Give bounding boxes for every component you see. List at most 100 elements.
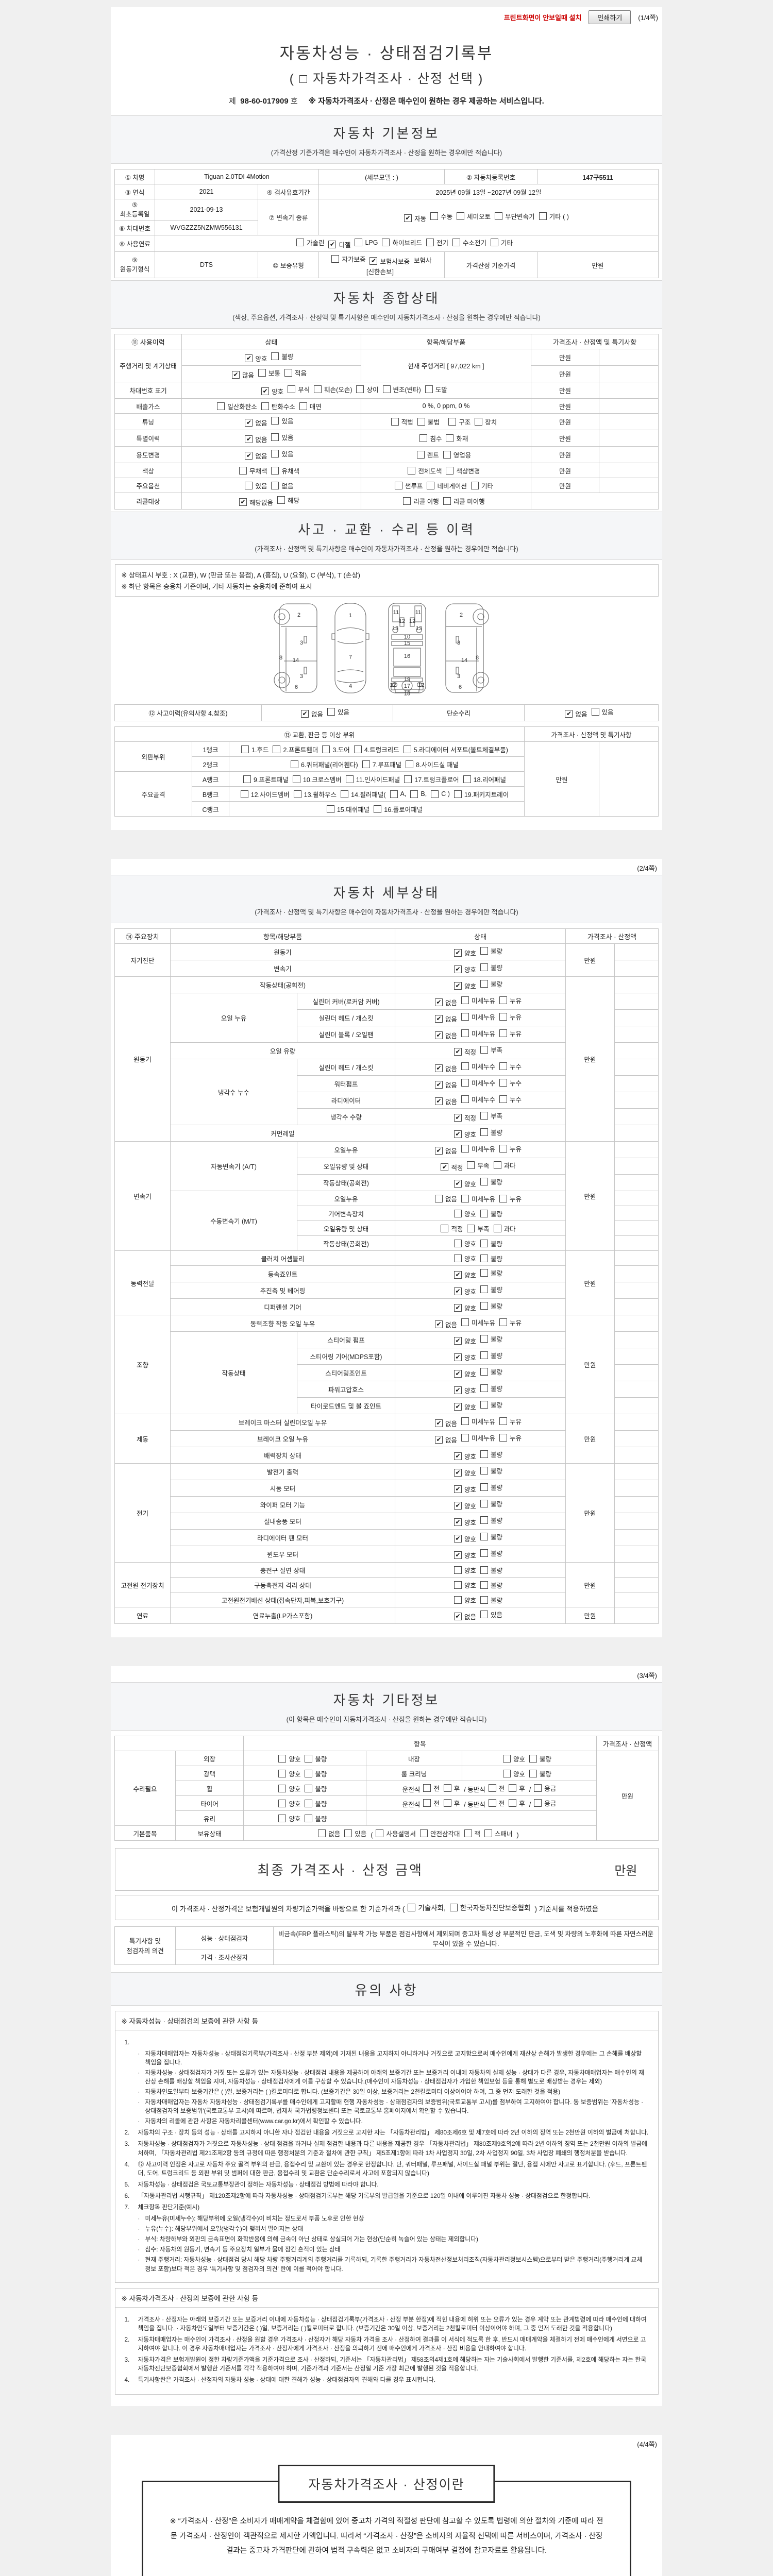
unchecked-box-icon[interactable]: [245, 481, 253, 489]
checkbox-option[interactable]: 도말: [425, 384, 447, 394]
unchecked-box-icon[interactable]: [305, 1769, 313, 1777]
checkbox-option[interactable]: 양호: [278, 1814, 300, 1823]
checkbox-option[interactable]: 양호: [453, 1565, 476, 1575]
checkbox-cell[interactable]: ✔ 양호 불량: [395, 1265, 566, 1282]
checkbox-option[interactable]: 불법: [417, 417, 440, 427]
unchecked-box-icon[interactable]: [271, 352, 279, 360]
checkbox-option[interactable]: 불량: [480, 1515, 502, 1525]
checkbox-option[interactable]: 2.프론트휀더: [273, 744, 318, 754]
unchecked-box-icon[interactable]: [278, 1769, 287, 1777]
checked-box-icon[interactable]: ✔: [453, 1287, 462, 1295]
checkbox-option[interactable]: 3.도어: [322, 744, 350, 754]
unchecked-box-icon[interactable]: [480, 1483, 488, 1491]
unchecked-box-icon[interactable]: [470, 481, 479, 489]
checkbox-cell[interactable]: ✔ 양호 불량: [395, 1348, 566, 1365]
unchecked-box-icon[interactable]: [296, 239, 304, 246]
unchecked-box-icon[interactable]: [475, 418, 483, 426]
unchecked-box-icon[interactable]: [453, 1209, 462, 1217]
checkbox-option[interactable]: 썬루프: [394, 481, 423, 490]
unchecked-box-icon[interactable]: [344, 1829, 352, 1837]
checkbox-option[interactable]: 있음: [271, 449, 294, 459]
checkbox-option[interactable]: 양호: [502, 1754, 525, 1764]
unchecked-box-icon[interactable]: [326, 805, 334, 813]
checkbox-cell[interactable]: ✔ 없음 미세누유 누유: [395, 1141, 566, 1158]
checkbox-option[interactable]: 미세누유: [461, 995, 495, 1005]
unchecked-box-icon[interactable]: [499, 1029, 507, 1037]
checkbox-option[interactable]: ✔ 없음: [245, 418, 267, 428]
checkbox-option[interactable]: 수동: [430, 211, 452, 221]
unchecked-box-icon[interactable]: [461, 1417, 469, 1425]
checkbox-option[interactable]: 양호: [453, 1580, 476, 1590]
checked-box-icon[interactable]: ✔: [453, 1114, 462, 1122]
unchecked-box-icon[interactable]: [499, 1434, 507, 1442]
checked-box-icon[interactable]: ✔: [453, 1386, 462, 1394]
unchecked-box-icon[interactable]: [426, 239, 434, 246]
checkbox-option[interactable]: 사용설명서: [376, 1828, 416, 1838]
checkbox-cell[interactable]: 양호 불량: [395, 1577, 566, 1592]
checkbox-option[interactable]: 기술사회,: [408, 1902, 446, 1912]
unchecked-box-icon[interactable]: [423, 1799, 431, 1807]
checkbox-option[interactable]: 영업용: [443, 450, 471, 460]
checkbox-option[interactable]: 후: [509, 1798, 525, 1808]
unchecked-box-icon[interactable]: [463, 775, 471, 783]
checked-box-icon[interactable]: ✔: [453, 1048, 462, 1056]
unchecked-box-icon[interactable]: [240, 790, 248, 798]
checkbox-option[interactable]: 불량: [480, 1532, 502, 1541]
unchecked-box-icon[interactable]: [499, 1318, 507, 1326]
checked-box-icon[interactable]: ✔: [453, 1551, 462, 1559]
unchecked-box-icon[interactable]: [467, 1161, 475, 1169]
checkbox-cell[interactable]: 가솔린 ✔ 디젤 LPG 하이브리드 전기 수소전기 기타: [155, 235, 659, 252]
checkbox-option[interactable]: 누유: [499, 1028, 522, 1038]
checkbox-option[interactable]: 불량: [480, 1400, 502, 1410]
unchecked-box-icon[interactable]: [278, 1799, 287, 1807]
unchecked-box-icon[interactable]: [427, 481, 435, 489]
unchecked-box-icon[interactable]: [443, 497, 451, 505]
checked-box-icon[interactable]: ✔: [453, 1469, 462, 1477]
checkbox-option[interactable]: 불량: [480, 1209, 502, 1218]
checkbox-cell[interactable]: ✔ 양호 불량: [181, 349, 361, 366]
unchecked-box-icon[interactable]: [480, 1209, 488, 1217]
unchecked-box-icon[interactable]: [408, 1903, 416, 1911]
checkbox-option[interactable]: 불량: [480, 1350, 502, 1360]
checkbox-cell[interactable]: 양호 불량: [461, 1751, 597, 1766]
checkbox-cell[interactable]: 무채색 유채색: [181, 463, 361, 478]
checkbox-option[interactable]: 미세누유: [461, 1144, 495, 1154]
checkbox-cell[interactable]: ✔ 없음 있음: [181, 446, 361, 463]
checkbox-option[interactable]: 있음: [245, 481, 267, 490]
checkbox-cell[interactable]: 1.후드 2.프론트휀더 3.도어 4.트렁크리드 5.라디에이터 서포트(볼트체결부품…: [228, 741, 525, 757]
checkbox-option[interactable]: 9.프론트패널: [243, 774, 289, 784]
checkbox-option[interactable]: ✔ 없음: [434, 1319, 457, 1329]
checkbox-option[interactable]: 누유: [499, 1433, 522, 1443]
unchecked-box-icon[interactable]: [288, 385, 296, 393]
checkbox-option[interactable]: 화재: [446, 433, 468, 443]
checkbox-option[interactable]: ✔ 양호: [453, 981, 476, 991]
checkbox-option[interactable]: 누유: [499, 1317, 522, 1327]
checkbox-option[interactable]: 양호: [278, 1754, 300, 1764]
unchecked-box-icon[interactable]: [480, 1285, 488, 1293]
checkbox-cell[interactable]: ✔ 양호 불량: [395, 1381, 566, 1398]
checkbox-option[interactable]: 기타: [491, 238, 513, 247]
checked-box-icon[interactable]: ✔: [434, 998, 443, 1006]
checkbox-cell[interactable]: 있음 없음: [181, 478, 361, 493]
unchecked-box-icon[interactable]: [488, 1799, 496, 1807]
checkbox-option[interactable]: 불량: [480, 1127, 502, 1137]
checked-box-icon[interactable]: ✔: [453, 1518, 462, 1526]
checkbox-option[interactable]: 14.필러패널(: [341, 789, 386, 799]
checkbox-option[interactable]: 미세누수: [461, 1061, 495, 1071]
checkbox-option[interactable]: 불량: [480, 1565, 502, 1575]
checkbox-option[interactable]: ✔ 적정: [453, 1113, 476, 1123]
checkbox-option[interactable]: 있음: [344, 1828, 366, 1838]
checkbox-option[interactable]: 세미오토: [457, 211, 491, 221]
checkbox-option[interactable]: ✔ 없음: [453, 1612, 476, 1621]
unchecked-box-icon[interactable]: [374, 805, 382, 813]
unchecked-box-icon[interactable]: [495, 212, 503, 220]
checkbox-cell[interactable]: ✔ 양호 불량: [395, 1480, 566, 1497]
checkbox-option[interactable]: 가솔린: [296, 238, 324, 247]
checkbox-option[interactable]: ✔ 없음: [434, 1418, 457, 1428]
checkbox-option[interactable]: 부족: [467, 1160, 490, 1170]
checkbox-option[interactable]: ✔ 양호: [261, 386, 283, 396]
checkbox-cell[interactable]: ✔ 양호 불량: [395, 1174, 566, 1191]
checkbox-cell[interactable]: ✔ 양호 불량: [395, 943, 566, 960]
checkbox-cell[interactable]: ✔ 없음 미세누유 누유: [395, 1026, 566, 1043]
unchecked-box-icon[interactable]: [529, 1754, 537, 1762]
